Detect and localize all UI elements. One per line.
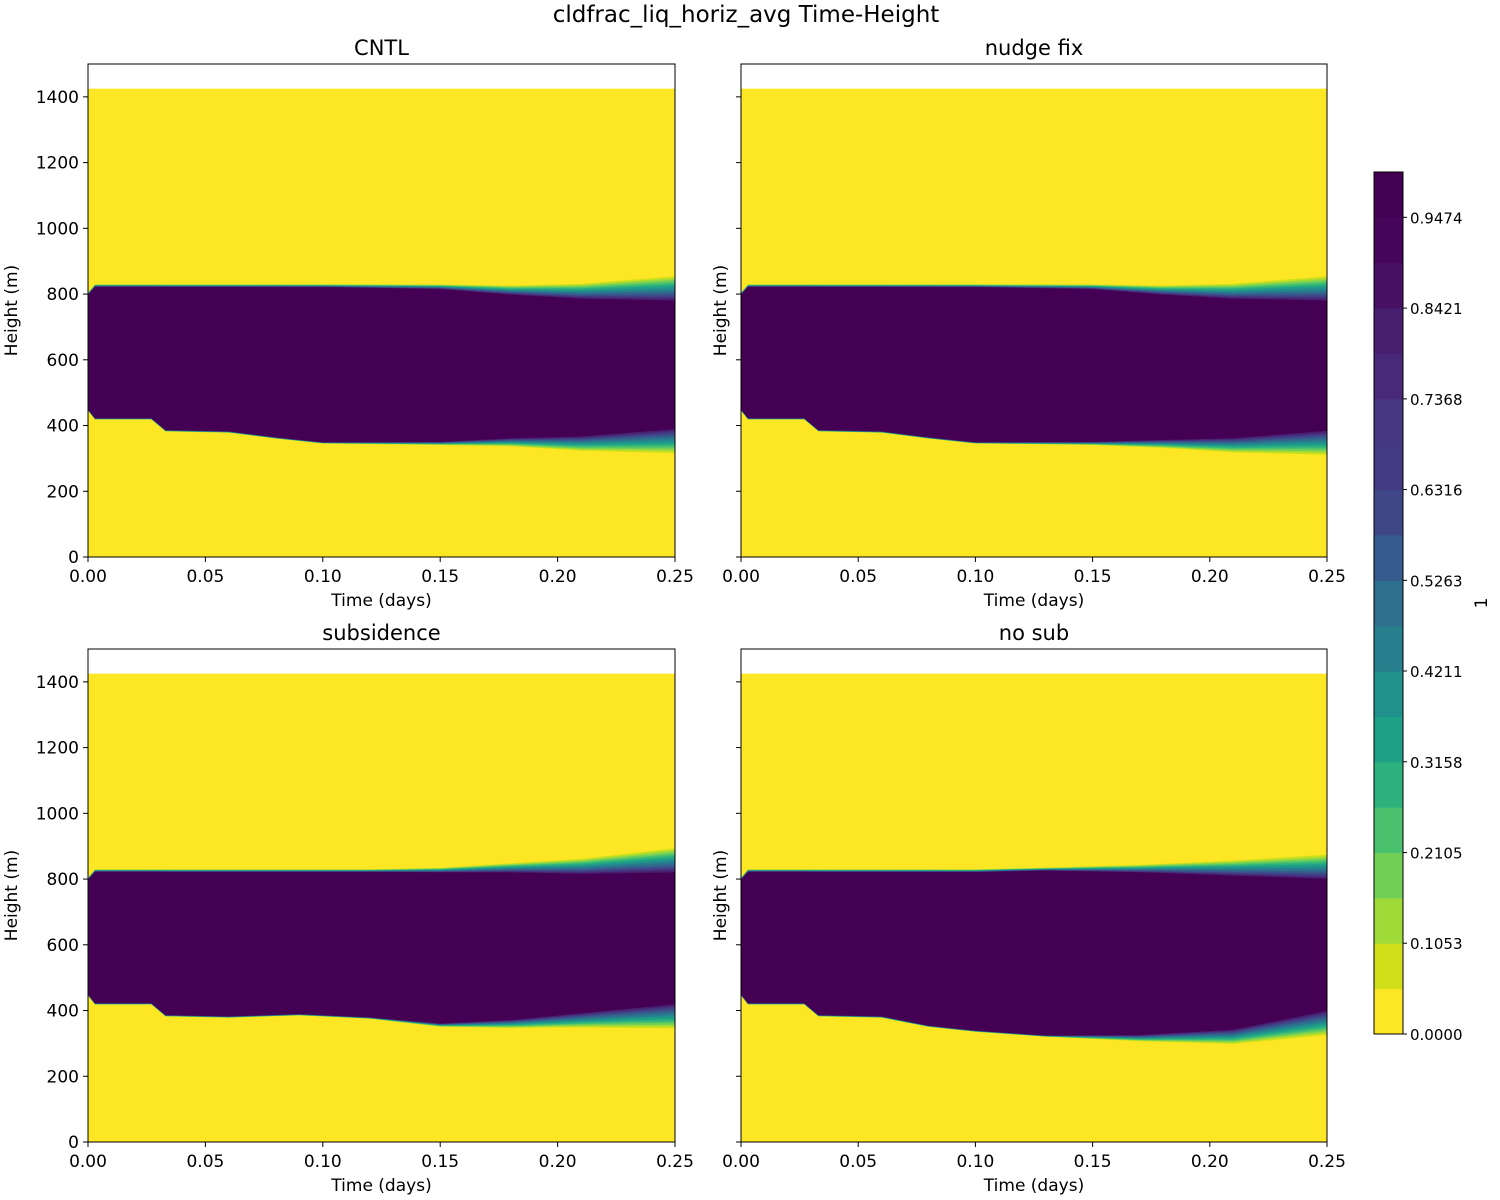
axes-frame [87,648,676,1143]
colorbar: 0.0000 0.1053 0.2105 0.3158 0.4211 0.5263 0.63… [1373,171,1492,1044]
cloud-contour-band [88,871,675,1024]
y-tick-label: 800 [47,870,79,890]
colorbar-segment [1374,580,1403,627]
y-axis-label: Height (m) [711,265,731,356]
colorbar-segment [1374,217,1403,264]
x-tick-label: 0.20 [539,1152,577,1172]
panel-subsidence: subsidence 0.00 0.05 0.10 0.15 0.20 0.25 Time (… [2,621,694,1196]
y-tick-label: 1400 [36,88,79,108]
panel-title: CNTL [354,36,409,60]
colorbar-tick-label: 0.1053 [1410,935,1463,953]
panel-title: no sub [999,621,1069,645]
colorbar-segment [1374,534,1403,581]
colorbar-segment [1374,625,1403,672]
colorbar-tick-label: 0.4211 [1410,663,1463,681]
x-axis-label: Time (days) [983,1176,1084,1196]
colorbar-segment [1374,489,1403,536]
x-tick-label: 0.25 [1308,567,1346,587]
y-tick-label: 0 [68,548,79,568]
colorbar-tick-label: 0.0000 [1410,1026,1463,1044]
colorbar-frame [1373,171,1404,1035]
x-tick-label: 0.25 [1308,1152,1346,1172]
y-tick-label: 1400 [36,673,79,693]
y-tick-label: 1200 [36,739,79,759]
x-tick-label: 0.00 [69,567,107,587]
x-tick-label: 0.00 [722,567,760,587]
colorbar-segment [1374,671,1403,717]
axes-frame [740,63,1328,558]
colorbar-segment [1374,444,1403,491]
y-tick-label: 400 [47,1002,79,1022]
panel-no-sub: no sub 0.00 0.05 0.10 0.15 0.20 0.25 Time (days… [711,621,1346,1196]
colorbar-tick-label: 0.5263 [1410,572,1463,590]
colorbar-segment [1374,761,1403,808]
colorbar-tick-label: 0.9474 [1410,209,1463,227]
y-tick-label: 1000 [36,219,79,239]
cloud-contour-band [88,286,675,443]
x-tick-label: 0.20 [1191,1152,1229,1172]
colorbar-tick-label: 0.7368 [1410,391,1463,409]
y-tick-label: 400 [47,417,79,437]
x-tick-label: 0.05 [186,567,224,587]
x-tick-label: 0.20 [539,567,577,587]
x-axis-label: Time (days) [330,1176,431,1196]
colorbar-segment [1374,172,1403,218]
y-axis-label: Height (m) [2,850,22,941]
cloud-contour-band [741,286,1327,443]
y-tick-label: 200 [47,1067,79,1087]
panel-cntl: CNTL 0.00 0.05 0.10 0.15 0.20 0.25 Time (days) 0… [2,36,694,611]
x-tick-label: 0.10 [304,567,342,587]
y-axis-label: Height (m) [2,265,22,356]
y-axis-label: Height (m) [711,850,731,941]
x-tick-label: 0.15 [421,567,459,587]
colorbar-tick-label: 0.8421 [1410,300,1463,318]
x-tick-label: 0.25 [656,567,694,587]
x-tick-label: 0.00 [722,1152,760,1172]
x-tick-label: 0.20 [1191,567,1229,587]
colorbar-tick-label: 0.2105 [1410,845,1463,863]
y-tick-label: 800 [47,285,79,305]
colorbar-tick-label: 0.6316 [1410,482,1463,500]
colorbar-segment [1374,716,1403,763]
colorbar-segment [1374,398,1403,445]
colorbar-segment [1374,852,1403,899]
x-tick-label: 0.05 [839,567,877,587]
x-axis-label: Time (days) [983,591,1084,611]
colorbar-segment [1374,807,1403,854]
panel-title: nudge fix [985,36,1084,60]
colorbar-segment [1374,943,1403,990]
y-tick-label: 200 [47,482,79,502]
x-tick-label: 0.25 [656,1152,694,1172]
colorbar-segment [1374,897,1403,944]
y-tick-label: 1000 [36,804,79,824]
y-tick-label: 0 [68,1133,79,1153]
y-tick-label: 1200 [36,154,79,174]
y-tick-label: 600 [47,351,79,371]
axes-frame [740,648,1328,1143]
x-axis-label: Time (days) [330,591,431,611]
x-tick-label: 0.05 [186,1152,224,1172]
cloud-contour-band [741,870,1327,1036]
panel-nudge-fix: nudge fix 0.00 0.05 0.10 0.15 0.20 0.25 Time (d… [711,36,1346,611]
colorbar-segment [1374,262,1403,309]
x-tick-label: 0.00 [69,1152,107,1172]
colorbar-tick-label: 0.3158 [1410,754,1463,772]
colorbar-segment [1374,353,1403,400]
colorbar-segment [1374,308,1403,354]
x-tick-label: 0.05 [839,1152,877,1172]
panel-title: subsidence [322,621,440,645]
x-tick-label: 0.10 [956,567,994,587]
x-tick-label: 0.10 [304,1152,342,1172]
x-tick-label: 0.10 [956,1152,994,1172]
colorbar-label: 1 [1472,598,1492,609]
x-tick-label: 0.15 [1074,567,1112,587]
axes-frame [87,63,676,558]
colorbar-segment [1374,988,1403,1035]
figure-title: cldfrac_liq_horiz_avg Time-Height [553,2,940,28]
x-tick-label: 0.15 [421,1152,459,1172]
y-tick-label: 600 [47,936,79,956]
x-tick-label: 0.15 [1074,1152,1112,1172]
